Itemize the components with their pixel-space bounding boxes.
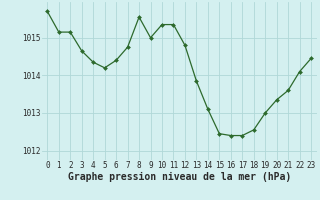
X-axis label: Graphe pression niveau de la mer (hPa): Graphe pression niveau de la mer (hPa) bbox=[68, 172, 291, 182]
